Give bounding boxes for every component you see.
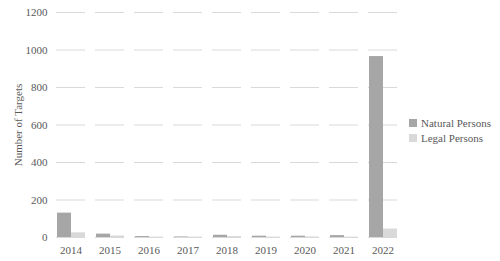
svg-text:2015: 2015 <box>99 244 122 256</box>
svg-text:2022: 2022 <box>372 244 394 256</box>
svg-text:600: 600 <box>31 119 48 131</box>
svg-text:0: 0 <box>42 231 48 243</box>
svg-text:800: 800 <box>31 81 48 93</box>
svg-text:Number of Targets: Number of Targets <box>12 84 24 167</box>
svg-text:400: 400 <box>31 156 48 168</box>
svg-text:2020: 2020 <box>294 244 317 256</box>
svg-text:2014: 2014 <box>60 244 83 256</box>
svg-text:2018: 2018 <box>216 244 239 256</box>
svg-text:200: 200 <box>31 194 48 206</box>
svg-text:1000: 1000 <box>26 44 49 56</box>
svg-text:2017: 2017 <box>177 244 200 256</box>
html-text:Legal Persons: Legal Persons <box>421 132 483 144</box>
svg-text:2019: 2019 <box>255 244 278 256</box>
svg-text:1200: 1200 <box>26 6 49 18</box>
html-text:Natural Persons: Natural Persons <box>421 117 491 129</box>
svg-text:2021: 2021 <box>333 244 355 256</box>
svg-text:2016: 2016 <box>138 244 161 256</box>
